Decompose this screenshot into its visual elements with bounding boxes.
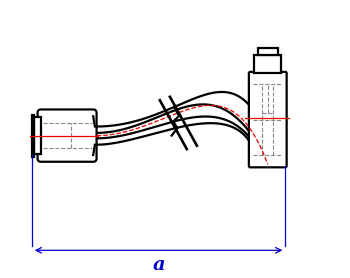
Bar — [254, 55, 281, 73]
Bar — [258, 48, 278, 55]
Bar — [34, 117, 41, 154]
Bar — [32, 115, 34, 157]
Text: a: a — [152, 256, 165, 274]
FancyBboxPatch shape — [249, 72, 287, 167]
FancyBboxPatch shape — [37, 110, 97, 162]
